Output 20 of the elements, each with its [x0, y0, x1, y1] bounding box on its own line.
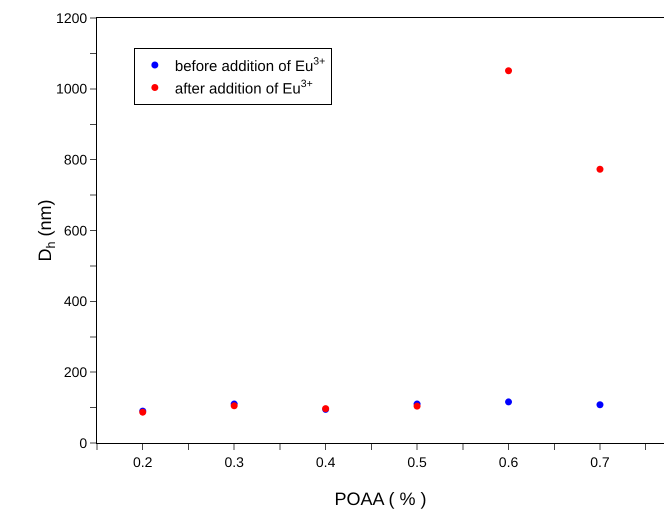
- x-tick-label: 0.2: [132, 454, 153, 470]
- point: [596, 166, 604, 173]
- y-tick-label: 1200: [56, 10, 88, 26]
- point: [596, 401, 604, 408]
- y-tick-label: 600: [64, 222, 88, 238]
- y-tick-label: 800: [64, 152, 88, 168]
- point: [505, 67, 512, 74]
- y-tick-label: 0: [79, 434, 88, 451]
- legend-label: before addition of Eu$^{3+}$: [174, 56, 326, 75]
- y-tick-label: 1000: [56, 80, 88, 97]
- x-axis-title: POAA ( % ): [334, 489, 427, 509]
- y-tick-label: 200: [64, 364, 88, 380]
- x-tick-label: 0.5: [407, 454, 428, 470]
- x-tick-label: 0.7: [590, 454, 610, 470]
- y-tick-label: 400: [64, 293, 88, 310]
- x-tick-label: 0.3: [224, 454, 244, 470]
- x-tick-label: 0.4: [316, 454, 336, 470]
- point: [505, 398, 512, 406]
- x-tick-label: 0.6: [498, 454, 518, 470]
- legend-label: after addition of Eu$^{3+}$: [174, 78, 313, 98]
